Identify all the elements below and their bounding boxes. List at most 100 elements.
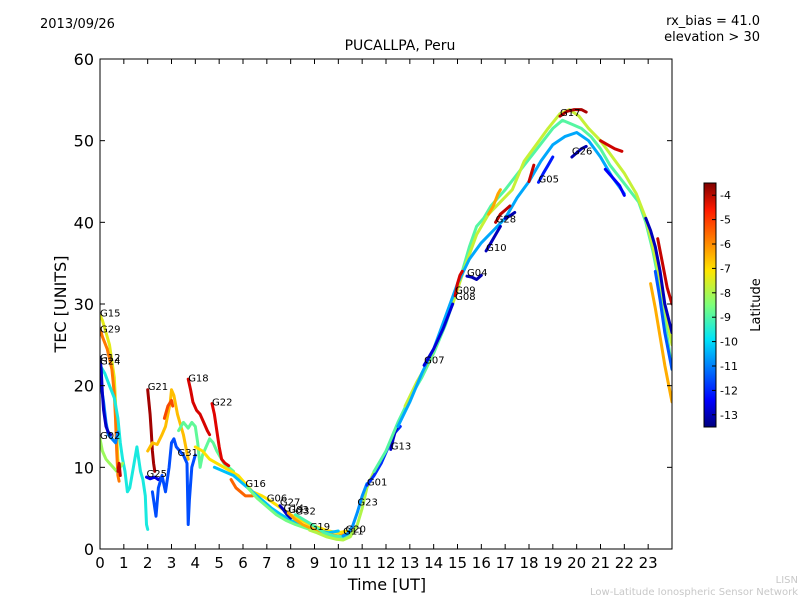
tec-series-40 xyxy=(599,139,624,153)
colorbar-ticks: -4 -5 -6 -7 -8 -9 -10 -11 -12 -13 xyxy=(712,189,738,422)
x-tick-label: 13 xyxy=(400,554,419,572)
y-tick-label: 20 xyxy=(74,377,94,396)
tec-series-13 xyxy=(186,377,212,437)
prn-label-g18: G18 xyxy=(188,374,208,385)
x-tick-label: 22 xyxy=(615,554,634,572)
x-tick-label: 21 xyxy=(591,554,610,572)
tec-series-32 xyxy=(484,224,502,253)
colorbar-tick-label: -8 xyxy=(720,287,731,300)
colorbar-tick-label: -12 xyxy=(720,384,738,397)
x-tick-label: 23 xyxy=(639,554,658,572)
x-tick-label: 7 xyxy=(262,554,272,572)
colorbar-tick-label: -7 xyxy=(720,262,731,275)
elevation-label: elevation > 30 xyxy=(664,30,760,45)
tec-series-44 xyxy=(656,237,672,306)
tec-series-7 xyxy=(146,388,157,473)
y-axis: 0 10 20 30 40 50 60 xyxy=(74,50,672,559)
x-tick-label: 14 xyxy=(424,554,443,572)
series-layer xyxy=(100,108,672,542)
tec-series-10 xyxy=(162,398,175,420)
x-tick-label: 6 xyxy=(238,554,248,572)
prn-label-g09: G09 xyxy=(455,285,475,296)
prn-label-g10: G10 xyxy=(486,243,506,254)
y-tick-label: 50 xyxy=(74,132,94,151)
y-tick-label: 40 xyxy=(74,213,94,232)
x-axis: 0 1 2 3 4 5 6 7 8 9 10 11 12 13 14 15 16 17 18 19 20 21 22 23 xyxy=(95,59,658,572)
x-tick-label: 15 xyxy=(448,554,467,572)
tec-series-34 xyxy=(503,211,517,220)
tec-series-41 xyxy=(603,167,626,197)
colorbar-tick-label: -11 xyxy=(720,360,738,373)
prn-labels: G15G29G12G24G02G21G25G18G22G31G16G06G27G… xyxy=(100,108,592,537)
prn-label-g08: G08 xyxy=(455,292,475,303)
prn-label-g21: G21 xyxy=(148,382,168,393)
watermark-logo-text: LISN xyxy=(775,575,798,586)
prn-label-g32: G32 xyxy=(295,507,315,518)
x-tick-label: 18 xyxy=(519,554,538,572)
y-tick-label: 10 xyxy=(74,458,94,477)
prn-label-g16: G16 xyxy=(245,479,265,490)
tec-series-27 xyxy=(403,108,672,408)
tec-series-23 xyxy=(341,482,369,538)
x-tick-label: 12 xyxy=(376,554,395,572)
prn-label-g01: G01 xyxy=(367,477,387,488)
x-tick-label: 11 xyxy=(353,554,372,572)
tec-series-39 xyxy=(570,144,588,159)
x-tick-label: 16 xyxy=(472,554,491,572)
prn-label-g12: G12 xyxy=(100,353,120,364)
prn-label-g22: G22 xyxy=(212,397,232,408)
rx-bias-info: rx_bias = 41.0 elevation > 30 xyxy=(664,14,760,46)
prn-label-g15: G15 xyxy=(100,308,120,319)
y-axis-label: TEC [UNITS] xyxy=(51,256,70,354)
tec-series-31 xyxy=(465,273,483,281)
x-tick-label: 5 xyxy=(214,554,224,572)
x-tick-label: 1 xyxy=(119,554,129,572)
prn-label-g23: G23 xyxy=(357,498,377,509)
tec-series-19 xyxy=(278,504,293,520)
colorbar-tick-label: -5 xyxy=(720,214,731,227)
prn-label-g07: G07 xyxy=(424,356,444,367)
prn-label-g03: G03 xyxy=(288,505,308,516)
colorbar-tick-label: -9 xyxy=(720,311,731,324)
x-tick-label: 8 xyxy=(286,554,296,572)
tec-series-6 xyxy=(116,461,122,477)
prn-label-g14: G14 xyxy=(284,503,304,514)
y-tick-label: 0 xyxy=(84,540,94,559)
colorbar-tick-label: -4 xyxy=(720,189,731,202)
date-label: 2013/09/26 xyxy=(40,17,115,32)
prn-label-g31: G31 xyxy=(178,448,198,459)
prn-label-g06: G06 xyxy=(267,494,287,505)
x-tick-label: 10 xyxy=(329,554,348,572)
colorbar-tick-label: -10 xyxy=(720,336,738,349)
tec-series-26 xyxy=(372,118,672,473)
x-axis-label: Time [UT] xyxy=(347,575,426,594)
prn-label-g26: G26 xyxy=(572,147,592,158)
prn-label-g11: G11 xyxy=(343,526,363,537)
tec-series-35 xyxy=(487,188,502,216)
x-tick-label: 3 xyxy=(167,554,177,572)
tec-series-42 xyxy=(644,216,672,335)
tec-series-16 xyxy=(229,478,254,498)
tec-series-4 xyxy=(100,355,113,437)
tec-series-11 xyxy=(150,437,197,526)
x-tick-label: 2 xyxy=(143,554,153,572)
colorbar-tick-label: -13 xyxy=(720,409,738,422)
prn-label-g04: G04 xyxy=(467,268,487,279)
prn-label-g28: G28 xyxy=(496,214,516,225)
prn-label-g17: G17 xyxy=(560,108,580,119)
chart-title: PUCALLPA, Peru xyxy=(344,38,456,54)
tec-series-29 xyxy=(422,302,455,367)
tec-series-38 xyxy=(558,108,588,118)
watermark: LISN Low-Latitude Ionospheric Sensor Net… xyxy=(590,575,798,599)
tec-series-45 xyxy=(653,269,672,371)
prn-label-g02: G02 xyxy=(100,431,120,442)
tec-series-37 xyxy=(527,163,536,183)
x-tick-label: 19 xyxy=(543,554,562,572)
watermark-network-text: Low-Latitude Ionospheric Sensor Network xyxy=(590,587,798,598)
tec-series-2 xyxy=(100,363,150,531)
colorbar-tick-label: -6 xyxy=(720,238,731,251)
rx-bias-label: rx_bias = 41.0 xyxy=(666,14,760,29)
tec-series-30 xyxy=(453,269,464,298)
tec-series-43 xyxy=(649,282,672,404)
